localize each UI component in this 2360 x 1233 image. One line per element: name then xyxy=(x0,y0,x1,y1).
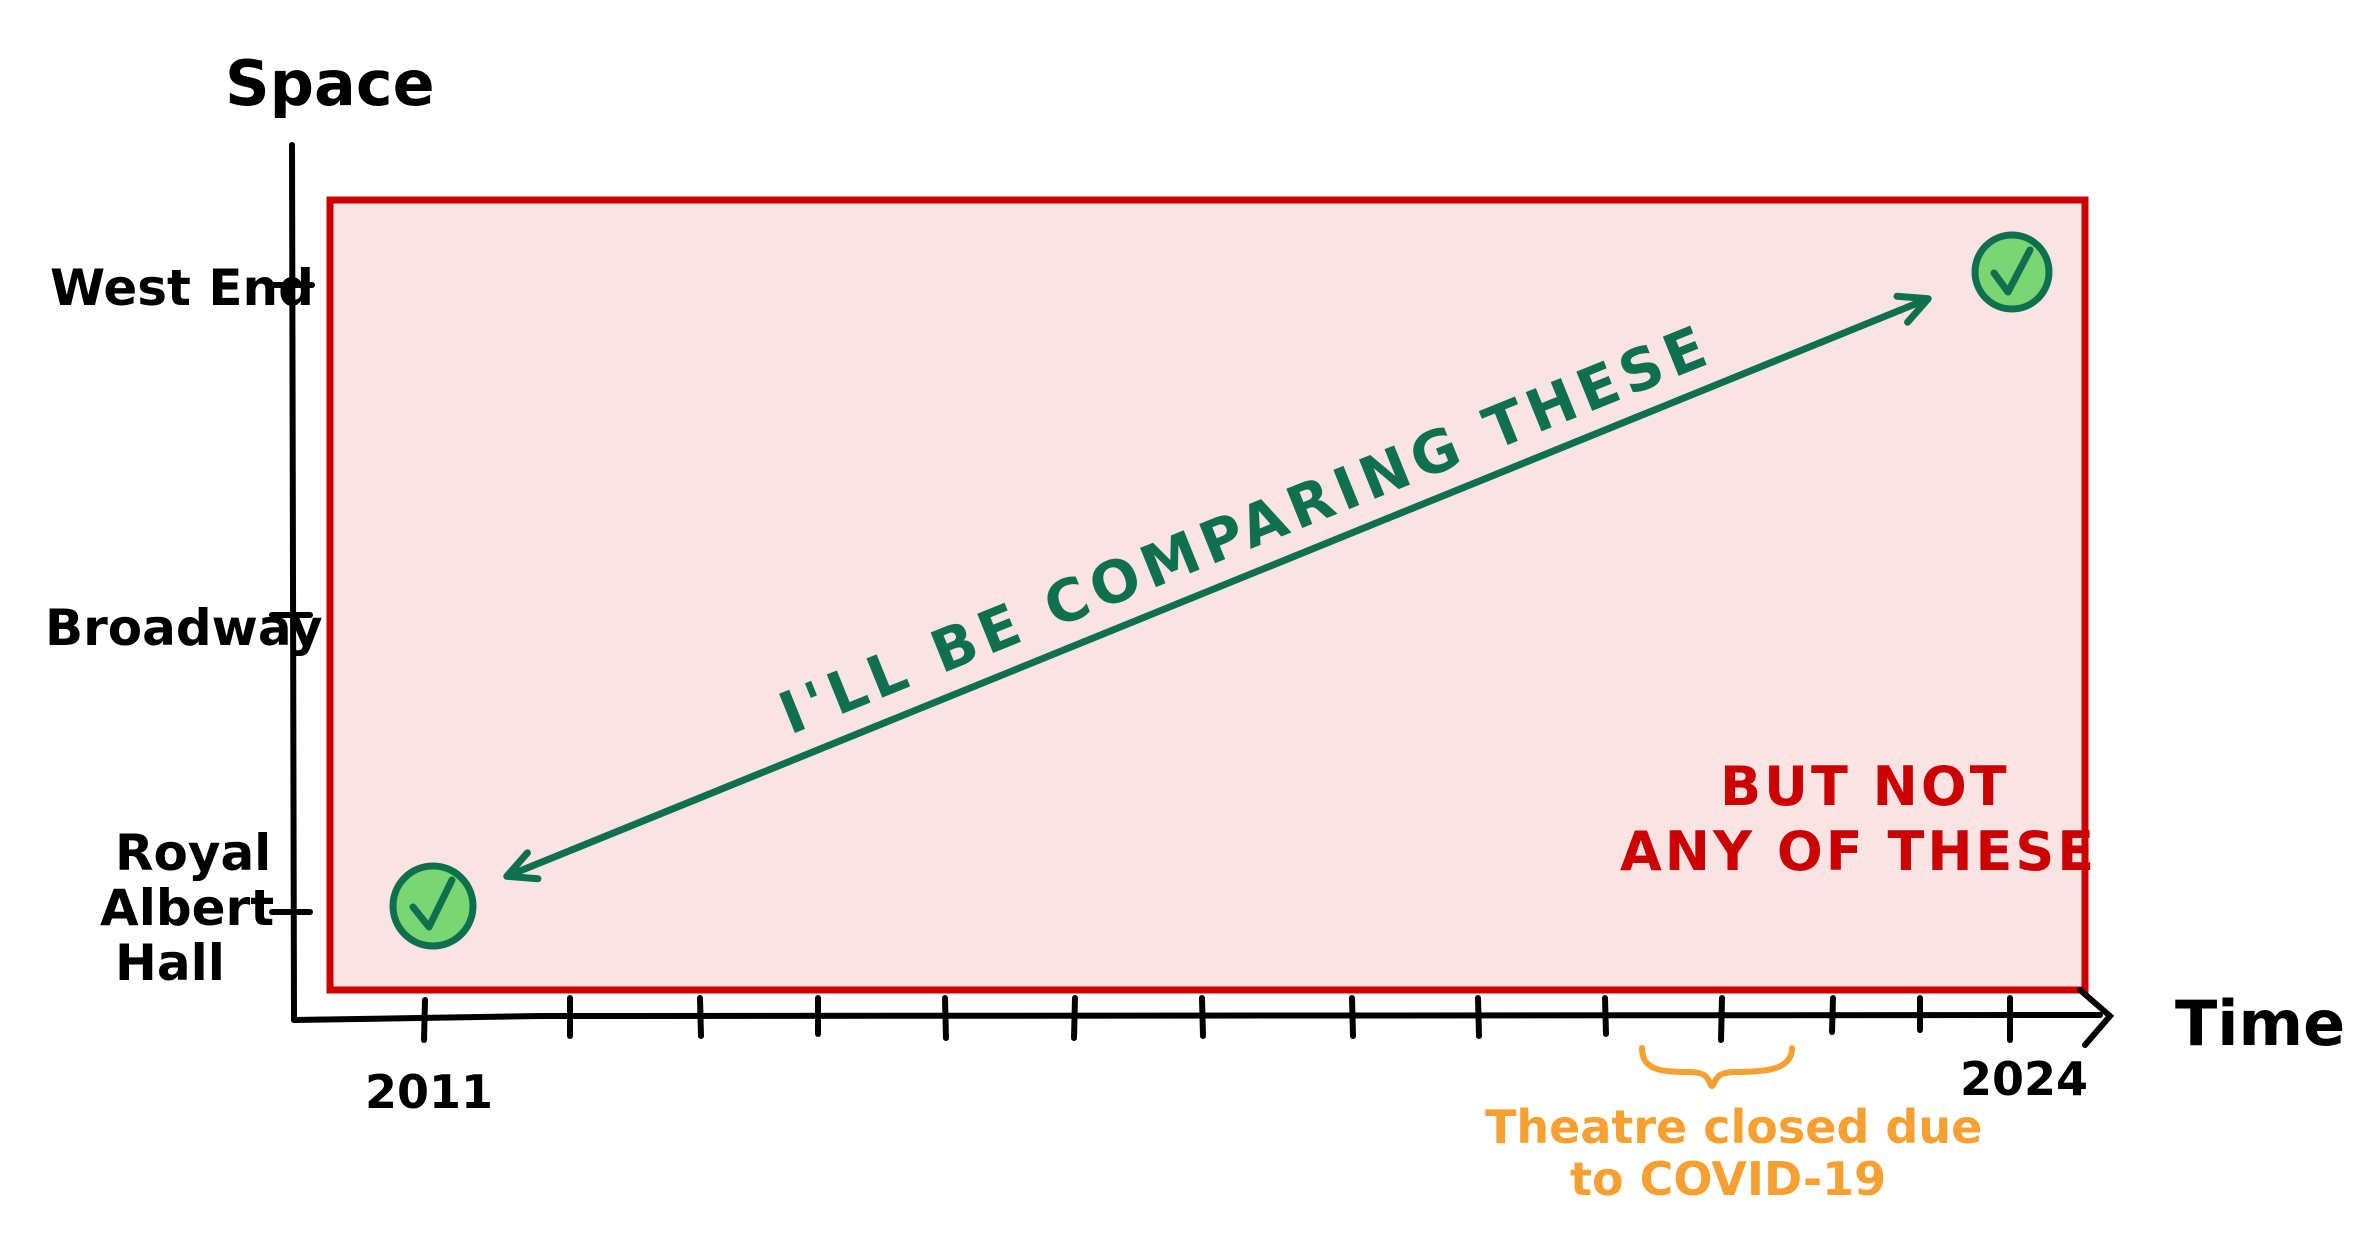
x-tick xyxy=(1199,995,1206,1039)
x-tick xyxy=(942,995,949,1041)
y-tick-label-broadway: Broadway xyxy=(45,599,323,657)
region-label-line2: ANY OF THESE xyxy=(1620,820,2097,883)
x-ticks xyxy=(421,995,2013,1043)
x-tick xyxy=(697,995,704,1039)
y-axis-label: Space xyxy=(225,47,435,120)
check-icon xyxy=(409,876,456,931)
region-label-line1: BUT NOT xyxy=(1720,755,2010,818)
y-tick-label-line: Royal xyxy=(115,824,271,882)
x-label-start-year: 2011 xyxy=(365,1065,493,1119)
y-tick-label-west-end: West End xyxy=(50,259,314,317)
x-axis-arrowhead xyxy=(2077,987,2115,1048)
marker-end xyxy=(1971,231,2053,313)
x-tick xyxy=(421,997,428,1043)
y-axis xyxy=(289,142,297,1023)
y-tick-label-line: Hall xyxy=(115,934,225,992)
marker-start xyxy=(389,862,477,950)
x-tick xyxy=(1349,995,1356,1039)
x-tick xyxy=(1829,995,1836,1035)
y-tick-label-line: Albert xyxy=(100,879,274,937)
x-tick xyxy=(1602,995,1609,1037)
x-label-end-year: 2024 xyxy=(1960,1052,2088,1106)
x-tick xyxy=(1071,995,1078,1041)
comparison-arrow xyxy=(503,292,1932,883)
x-tick xyxy=(1475,995,1482,1039)
x-axis-label: Time xyxy=(2175,987,2345,1060)
check-icon xyxy=(1990,246,2034,296)
covid-annotation-line2: to COVID-19 xyxy=(1570,1152,1886,1206)
covid-annotation-line1: Theatre closed due xyxy=(1485,1100,1982,1154)
x-axis xyxy=(291,1012,2103,1023)
x-tick xyxy=(1718,995,1725,1043)
covid-period-brace xyxy=(1639,1045,1795,1089)
y-tick-label-royal-albert-hall: Royal Albert Hall xyxy=(100,824,274,992)
